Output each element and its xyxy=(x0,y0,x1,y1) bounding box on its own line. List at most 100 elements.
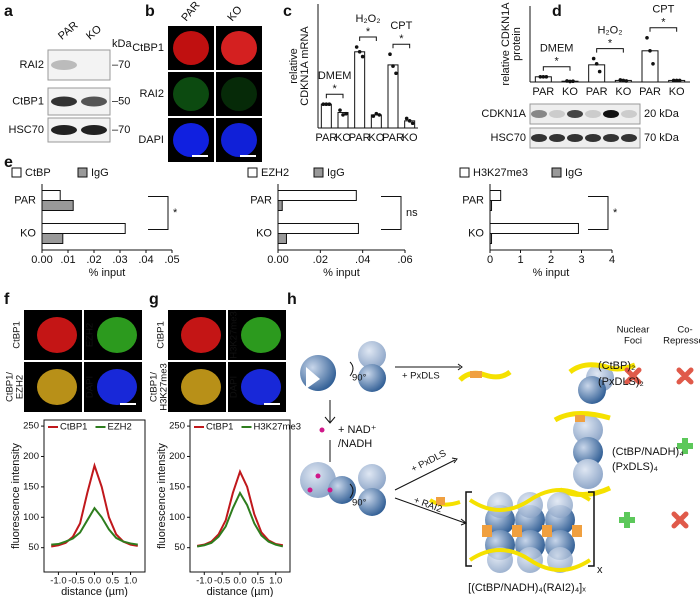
data-point xyxy=(371,114,376,118)
x-tick-label: PAR xyxy=(349,132,371,144)
product-label: (CtBP)₂ xyxy=(598,360,635,372)
significance-bracket xyxy=(596,48,624,53)
x-tick-label: .02 xyxy=(313,254,328,266)
significance-bracket xyxy=(649,27,678,32)
x-axis-label: % input xyxy=(533,267,570,279)
y-axis-label: protein xyxy=(511,27,523,61)
row-label: CtBP1 xyxy=(12,95,44,107)
blot-band xyxy=(585,134,601,142)
group-label: CPT xyxy=(652,4,674,16)
y-tick-label: PAR xyxy=(250,194,272,206)
bar xyxy=(489,190,502,201)
significance-label: * xyxy=(555,56,560,68)
data-point xyxy=(391,64,395,68)
nucleus xyxy=(181,369,221,405)
bar xyxy=(277,190,357,201)
row-label: DAPI xyxy=(138,134,164,146)
significance-label: * xyxy=(608,38,613,50)
image-label: EZH2 xyxy=(15,375,26,399)
x-tick-label: KO xyxy=(615,86,631,98)
x-tick-label: .04 xyxy=(355,254,370,266)
data-point xyxy=(618,78,623,82)
data-line xyxy=(51,506,138,546)
bar xyxy=(277,233,287,244)
significance-label: * xyxy=(333,83,338,95)
plot-frame xyxy=(189,419,291,573)
data-point xyxy=(321,102,326,106)
bar xyxy=(277,200,283,211)
y-tick-label: PAR xyxy=(462,194,484,206)
group-label: H₂O₂ xyxy=(355,13,380,25)
x-tick-label: PAR xyxy=(586,86,608,98)
legend-swatch xyxy=(77,167,88,178)
nucleus xyxy=(37,369,77,405)
nucleus xyxy=(221,31,257,65)
legend-label: EZH2 xyxy=(261,167,289,179)
x-tick-label: .05 xyxy=(164,254,179,266)
group-label: CPT xyxy=(390,20,412,32)
blot-band xyxy=(51,96,77,107)
x-axis-label: distance (µm) xyxy=(207,586,274,597)
x-axis-label: distance (µm) xyxy=(61,586,128,597)
x-tick-label: .06 xyxy=(397,254,412,266)
y-axis-label: relative CDKN1A xyxy=(500,2,512,86)
panel-label: h xyxy=(287,291,297,308)
significance-label: * xyxy=(613,207,618,219)
product-label: (CtBP/NADH)₄ xyxy=(612,446,684,458)
nucleus xyxy=(97,369,137,405)
rotation-label: 90° xyxy=(352,373,367,384)
y-tick-label: 200 xyxy=(169,451,185,462)
data-point xyxy=(624,79,629,83)
x-tick-label: 0.00 xyxy=(267,254,288,266)
x-tick-label: KO xyxy=(335,132,351,144)
nucleus xyxy=(97,317,137,353)
legend-label: CtBP1 xyxy=(206,422,233,433)
data-line xyxy=(51,462,138,548)
header: Repressor xyxy=(663,336,700,347)
blot-band xyxy=(531,134,547,142)
y-tick-label: KO xyxy=(256,227,272,239)
y-tick-label: 150 xyxy=(23,481,39,492)
nucleus xyxy=(173,123,209,157)
nucleus xyxy=(241,369,281,405)
y-tick-label: 250 xyxy=(23,421,39,432)
product-label: [(CtBP/NADH)₄(RAI2)₄]ₓ xyxy=(468,582,586,594)
data-point xyxy=(388,52,392,56)
x-tick-label: .03 xyxy=(112,254,127,266)
x-tick-label: 3 xyxy=(578,254,584,266)
x-tick-label: 0.5 xyxy=(251,576,264,587)
row-label: CDKN1A xyxy=(481,108,526,120)
data-point xyxy=(591,56,596,61)
significance-bracket xyxy=(392,43,411,49)
diagram-shapes xyxy=(300,341,694,573)
marker-label: –70 xyxy=(112,124,130,136)
data-line xyxy=(196,490,284,548)
image-label: CtBP1 xyxy=(156,321,167,348)
bar xyxy=(41,223,126,234)
repeat-label: x xyxy=(597,564,603,576)
bar xyxy=(277,223,359,234)
x-tick-label: .01 xyxy=(60,254,75,266)
data-point xyxy=(674,78,679,83)
legend-label: H3K27me3 xyxy=(473,167,528,179)
blot-band xyxy=(603,110,619,118)
marker-label: –50 xyxy=(112,95,130,107)
blot-band xyxy=(621,134,637,142)
y-axis-label: relative xyxy=(288,48,300,83)
data-point xyxy=(338,108,342,112)
bar xyxy=(41,190,61,201)
bar xyxy=(41,233,64,244)
panel-label: f xyxy=(4,291,10,308)
data-line xyxy=(196,468,284,547)
step-label: + PxDLS xyxy=(410,448,449,475)
column-label: KO xyxy=(225,4,245,24)
group-label: DMEM xyxy=(318,70,352,82)
panel-label: b xyxy=(145,3,155,20)
bar xyxy=(489,233,493,244)
blot-band xyxy=(549,134,565,142)
image-label: CtBP1/ xyxy=(5,372,16,402)
y-tick-label: 100 xyxy=(169,512,185,523)
data-point xyxy=(374,111,379,116)
x-tick-label: -0.5 xyxy=(214,576,230,587)
image-label: CtBP1/ xyxy=(149,372,160,402)
